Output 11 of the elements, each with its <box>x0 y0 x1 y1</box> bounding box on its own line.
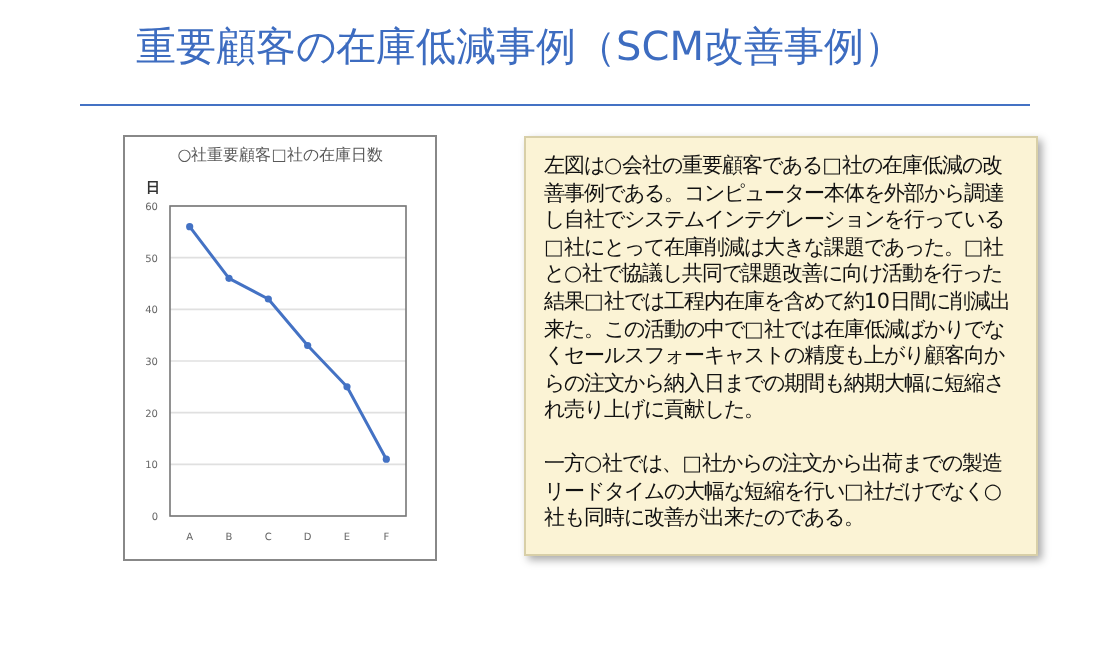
point <box>382 455 390 463</box>
point <box>304 341 312 350</box>
line-series <box>186 223 390 463</box>
text: 一方○社では、□社からの注文から出荷までの製造リードタイムの大幅な短縮を行い□社だけでなく○社も同時に改善が出来たのである。 <box>544 451 1004 534</box>
point <box>186 223 194 231</box>
point <box>264 295 272 303</box>
point <box>225 274 233 282</box>
text: 左図は○会社の重要顧客である□社の在庫低減の改善事例である。コンピューター本体を外部から調達し自社でシステムインテグレーションを行っている□社にとって在庫削減は大きな課題であった。□社と○社で協議し共同で課題改善に向け活動を行った結果□社では工程内在庫を含めて約10日間に削減出来た。この活動の中で□社では在庫低減ばかりでなくセールスフォーキャストの精度も上がり顧客向からの注文から納入日までの期間も納期大幅に短縮され売り上げに貢献した。 <box>544 154 1011 423</box>
text: 重要顧客の在庫低減事例（SCM改善事例） <box>134 20 906 74</box>
chart-title: ○社重要顧客□社の在庫日数 <box>177 146 383 164</box>
point <box>343 383 351 391</box>
